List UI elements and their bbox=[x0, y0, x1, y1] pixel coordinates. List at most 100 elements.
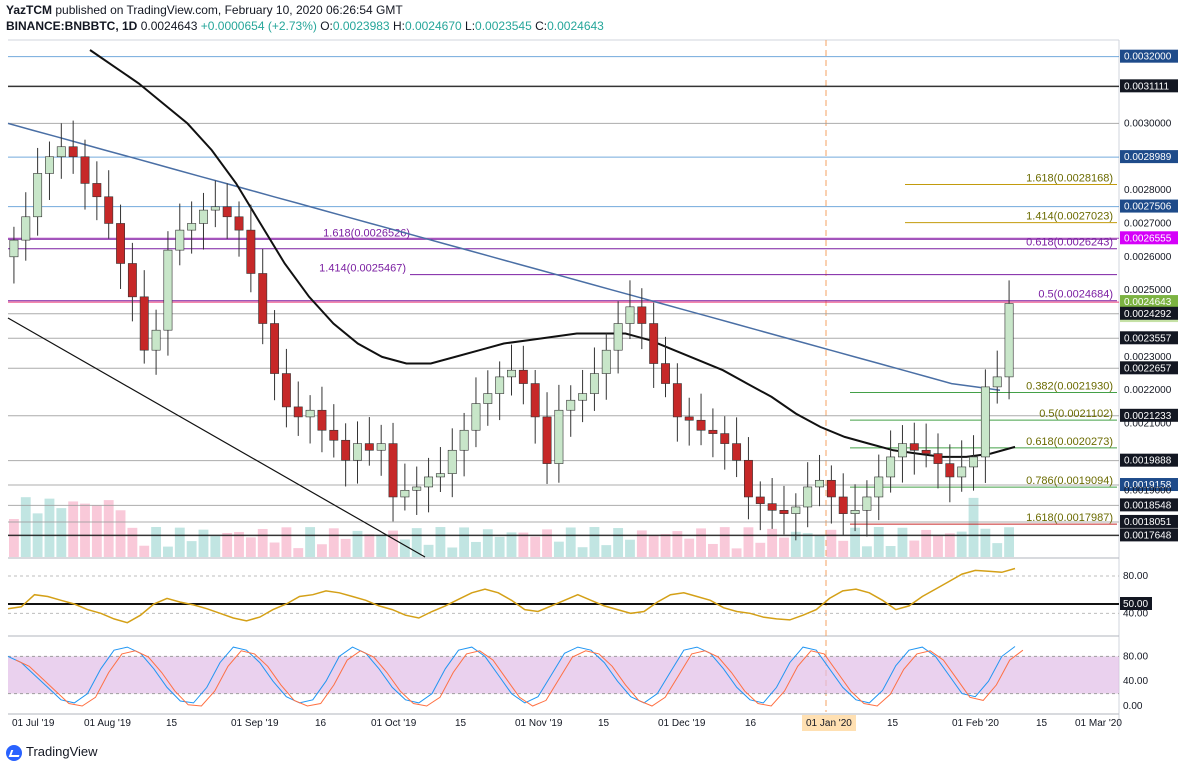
price-axis-label: 0.0017648 bbox=[1120, 528, 1178, 542]
candle bbox=[68, 120, 78, 174]
candle bbox=[530, 369, 540, 444]
tradingview-logo[interactable]: TradingView bbox=[6, 744, 98, 761]
time-tick-label: 15 bbox=[598, 718, 610, 729]
price-axis-label: 0.0026000 bbox=[1124, 252, 1172, 263]
volume-bar bbox=[163, 546, 173, 557]
volume-bar bbox=[577, 547, 588, 557]
candle bbox=[92, 161, 102, 221]
candle-body bbox=[661, 363, 670, 384]
price-tick-label: 0.0025000 bbox=[1124, 285, 1172, 296]
volume-bar bbox=[565, 527, 576, 557]
candle bbox=[281, 348, 291, 428]
candle-body bbox=[767, 503, 777, 511]
fib-label: 0.5(0.0021102) bbox=[1039, 408, 1113, 420]
price-tick-label: 0.0027000 bbox=[1124, 218, 1172, 229]
volume-bar bbox=[625, 539, 635, 557]
candle bbox=[661, 336, 670, 398]
open-label: O: bbox=[320, 19, 333, 33]
candle-body bbox=[305, 409, 315, 418]
rsi-axis-label: 50.00 bbox=[1120, 597, 1152, 610]
candle-body bbox=[483, 393, 493, 404]
candle-body bbox=[649, 323, 659, 364]
candle bbox=[495, 361, 505, 421]
candle-body bbox=[234, 216, 244, 231]
volume-bar bbox=[719, 527, 730, 557]
price-axis-label: 0.0025000 bbox=[1124, 285, 1172, 296]
price-tag-bg bbox=[1120, 150, 1178, 164]
candle bbox=[33, 147, 43, 236]
time-tick-label: 15 bbox=[455, 718, 467, 729]
candle-body bbox=[163, 249, 173, 331]
volume-bar bbox=[648, 534, 659, 557]
candle bbox=[329, 404, 339, 458]
candle bbox=[838, 473, 848, 536]
candle bbox=[246, 204, 256, 293]
price-change: +0.0000654 (+2.73%) bbox=[200, 19, 317, 33]
candle bbox=[199, 192, 208, 250]
candle bbox=[21, 192, 31, 261]
fib-label: 1.618(0.0017987) bbox=[1026, 512, 1113, 524]
volume-bar bbox=[968, 497, 979, 557]
fib-label: 0.618(0.0020273) bbox=[1026, 436, 1113, 448]
price-tag-text: 0.0028989 bbox=[1124, 152, 1172, 163]
candle-body bbox=[270, 323, 280, 374]
candle bbox=[412, 466, 422, 515]
volume-bar bbox=[944, 533, 955, 557]
ma-fast-line bbox=[89, 49, 1016, 458]
candle bbox=[56, 123, 66, 179]
price-axis-label: 0.0022000 bbox=[1124, 385, 1172, 396]
candle-body bbox=[755, 496, 765, 504]
volume-bar bbox=[210, 536, 221, 557]
volume-bar bbox=[980, 528, 991, 557]
price-tag-bg bbox=[1120, 79, 1178, 93]
volume-bar bbox=[364, 534, 375, 557]
candle-body bbox=[447, 449, 457, 474]
candle bbox=[9, 226, 19, 284]
volume-bar bbox=[992, 543, 1003, 557]
candle-body bbox=[589, 373, 599, 394]
candle bbox=[589, 347, 599, 411]
candle-body bbox=[388, 443, 398, 498]
candle-body bbox=[791, 506, 801, 514]
tradingview-logo-icon bbox=[6, 744, 22, 761]
candle-body bbox=[732, 443, 742, 461]
volume-bar bbox=[790, 531, 801, 557]
volume-bar bbox=[530, 536, 541, 557]
time-tick: 16 bbox=[315, 718, 327, 729]
candle-body bbox=[850, 510, 860, 514]
tradingview-logo-text: TradingView bbox=[26, 744, 98, 759]
candle bbox=[317, 386, 327, 453]
time-tick: 01 Feb '20 bbox=[952, 718, 999, 729]
volume-bar bbox=[198, 529, 209, 557]
candle-body bbox=[625, 306, 635, 324]
fib-label: 0.5(0.0024684) bbox=[1038, 289, 1113, 301]
time-tick: 15 bbox=[887, 718, 899, 729]
price-axis-label: 0.0028000 bbox=[1124, 185, 1172, 196]
price-tag-text: 0.0017648 bbox=[1124, 530, 1172, 541]
price-tag-bg bbox=[1120, 528, 1178, 542]
price-tag-bg bbox=[1120, 331, 1178, 345]
candle-body bbox=[507, 369, 516, 378]
candle bbox=[364, 417, 374, 466]
rsi-axis-label: 80.00 bbox=[1123, 571, 1148, 582]
volume-bar bbox=[257, 528, 268, 557]
price-tag-bg bbox=[1120, 408, 1178, 422]
candle bbox=[779, 485, 789, 535]
price-axis-label: 0.0032000 bbox=[1120, 49, 1178, 63]
time-tick: 15 bbox=[598, 718, 610, 729]
price-tag-bg bbox=[1120, 49, 1178, 63]
rsi-tick-label: 40.00 bbox=[1123, 608, 1148, 619]
candle-body bbox=[424, 476, 434, 488]
time-tick: 01 Dec '19 bbox=[658, 718, 706, 729]
candle-body bbox=[992, 376, 1002, 388]
candle bbox=[791, 493, 801, 541]
candle bbox=[554, 384, 564, 483]
time-tick-label: 01 Sep '19 bbox=[231, 718, 279, 729]
volume-bar bbox=[68, 501, 79, 557]
candle-body bbox=[898, 443, 907, 458]
volume-bar bbox=[305, 527, 316, 557]
candle-body bbox=[696, 419, 706, 431]
candle bbox=[898, 425, 907, 483]
candle bbox=[210, 180, 220, 228]
